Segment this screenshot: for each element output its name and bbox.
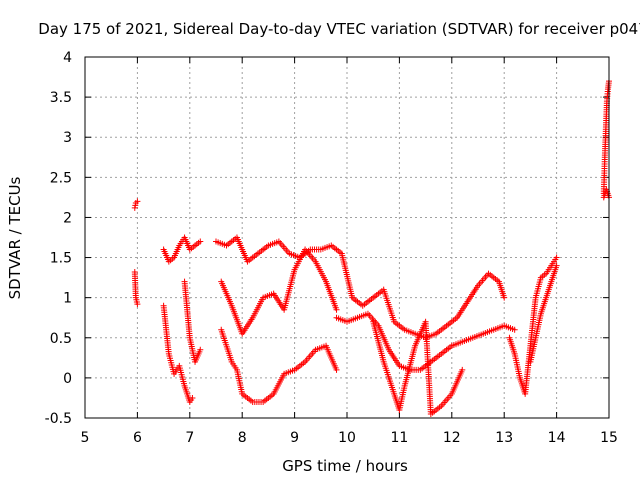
x-tick-label: 13: [495, 430, 513, 446]
plot-frame: [84, 56, 610, 419]
x-tick-label: 10: [338, 430, 356, 446]
series-track-h: [218, 326, 340, 405]
y-tick-label: 3: [63, 130, 72, 146]
chart-title: Day 175 of 2021, Sidereal Day-to-day VTE…: [38, 20, 640, 38]
series-track-d: [160, 302, 196, 405]
y-tick-label: 3.5: [50, 90, 72, 106]
x-tick-label: 14: [548, 430, 566, 446]
series-track-f: [213, 234, 508, 341]
y-axis-label: SDTVAR / TECUs: [6, 176, 24, 299]
series-track-l: [527, 262, 560, 365]
series-track-c: [160, 234, 204, 265]
data-point: [197, 238, 204, 245]
data-point: [134, 198, 141, 205]
grid: [85, 57, 609, 418]
data-point: [333, 306, 340, 313]
x-tick-label: 9: [290, 430, 299, 446]
data-point: [553, 254, 560, 261]
y-tick-label: 2: [63, 210, 72, 226]
y-tick-label: 4: [63, 50, 72, 66]
y-tick-label: 1: [63, 291, 72, 307]
data-point: [459, 366, 466, 373]
data-point: [189, 394, 196, 401]
x-tick-label: 5: [81, 430, 90, 446]
y-tick-label: -0.5: [45, 411, 72, 427]
data-point: [553, 262, 560, 269]
x-tick-label: 8: [238, 430, 247, 446]
data-point: [333, 366, 340, 373]
x-tick-label: 6: [133, 430, 142, 446]
x-axis-label: GPS time / hours: [282, 457, 408, 475]
series-track-e: [181, 278, 204, 365]
series-track-b: [131, 198, 141, 211]
data-points: [131, 78, 612, 417]
data-point: [134, 301, 141, 308]
series-track-j: [370, 318, 466, 417]
x-tick-label: 11: [390, 430, 408, 446]
x-tick-label: 15: [600, 430, 618, 446]
data-point: [511, 326, 518, 333]
x-tick-label: 7: [185, 430, 194, 446]
y-tick-label: 1.5: [50, 251, 72, 267]
series-track-a: [131, 268, 141, 308]
tick-labels: 5 6 7 8 9 10 11 12 13 14 15 -0.5 0 0.5 1 1.5 2 2.5 3 3.5 4: [45, 50, 618, 446]
data-point: [501, 294, 508, 301]
y-tick-label: 0: [63, 371, 72, 387]
y-tick-label: 2.5: [50, 170, 72, 186]
series-track-i: [333, 310, 518, 373]
y-tick-label: 0.5: [50, 331, 72, 347]
series-track-g: [218, 246, 340, 337]
data-point: [197, 346, 204, 353]
x-tick-label: 12: [443, 430, 461, 446]
series-track-k: [506, 254, 560, 397]
